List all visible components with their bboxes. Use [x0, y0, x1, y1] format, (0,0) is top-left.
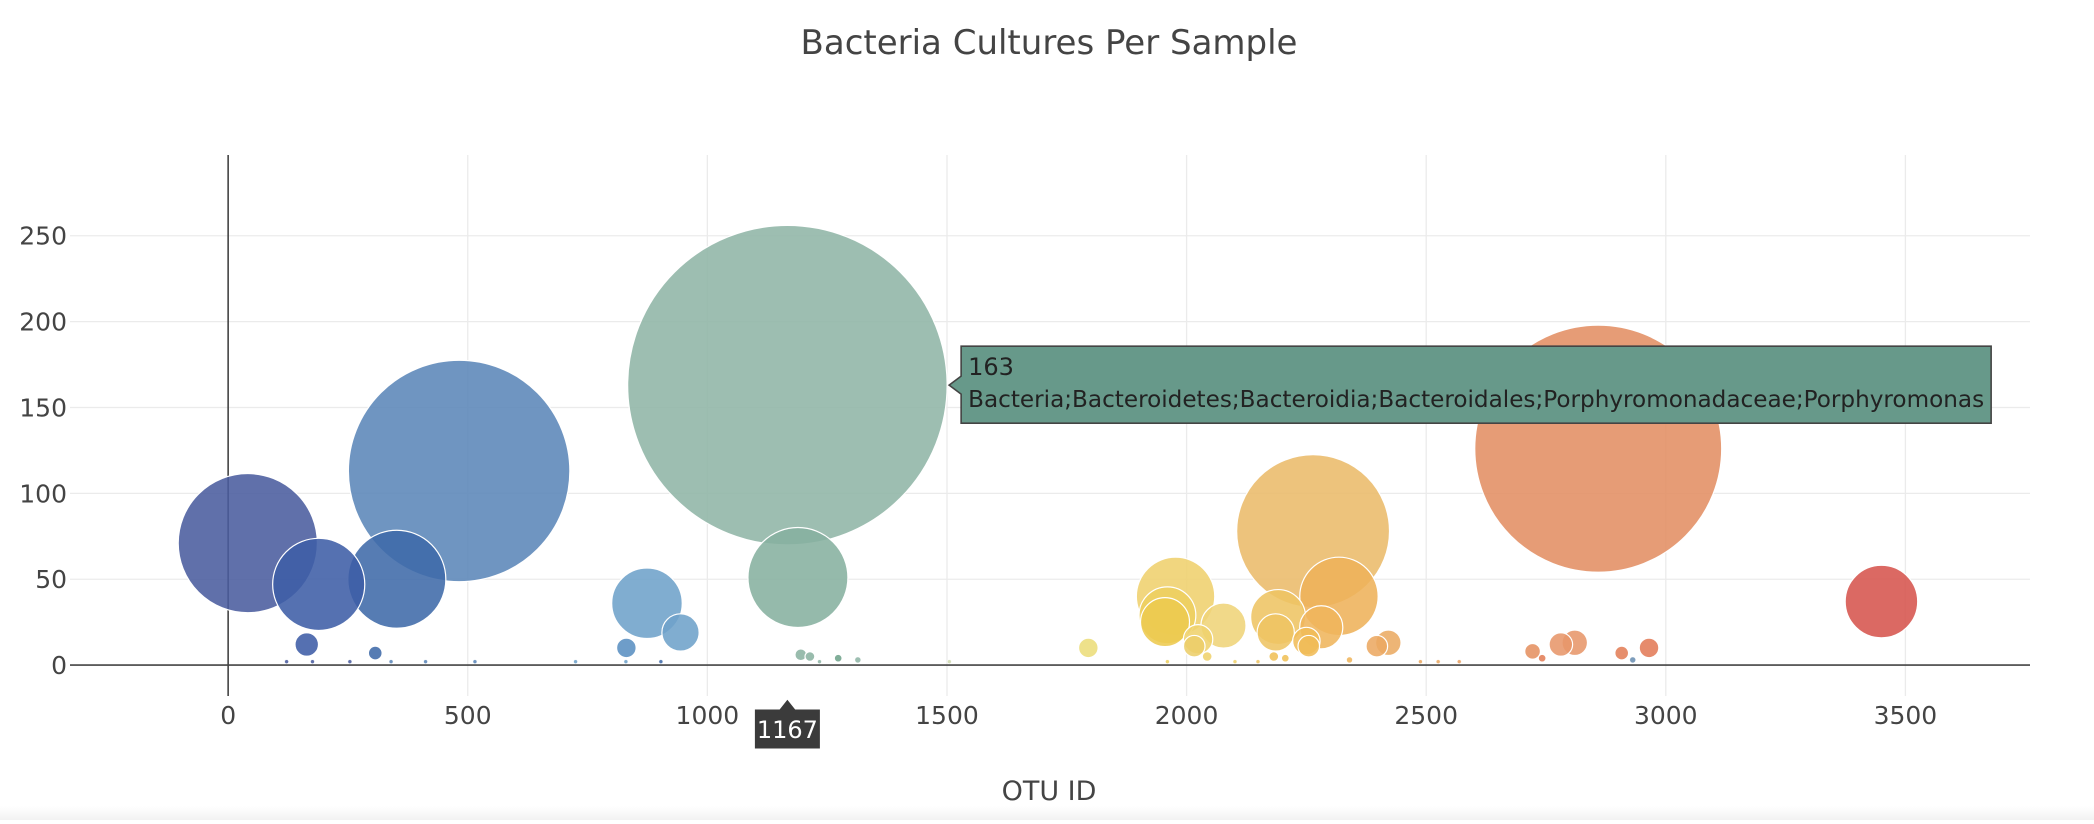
tick-labels: 0 500 1000 1500 2000 2500 3000 3500 0 50 100 150 200… — [19, 222, 1937, 730]
data-bubble[interactable] — [472, 659, 478, 664]
y-tick-label: 0 — [51, 651, 67, 680]
data-bubble[interactable] — [1844, 564, 1919, 639]
x-tick-label: 500 — [444, 701, 492, 730]
data-bubble[interactable] — [1139, 597, 1191, 648]
data-bubble[interactable] — [854, 656, 861, 664]
hover-x-label-box — [753, 698, 821, 750]
y-tick-label: 150 — [19, 393, 67, 422]
data-bubble[interactable] — [1548, 632, 1574, 657]
data-bubble[interactable] — [573, 659, 578, 664]
data-bubble[interactable] — [804, 650, 816, 662]
data-bubble[interactable] — [294, 632, 320, 657]
x-axis-title: OTU ID — [1002, 776, 1097, 807]
data-bubble[interactable] — [1524, 642, 1542, 660]
hover-tooltip: 163 Bacteria;Bacteroidetes;Bacteroidia;Ba… — [753, 345, 1992, 750]
x-tick-label: 3500 — [1874, 701, 1938, 730]
data-bubble[interactable] — [284, 659, 289, 664]
data-bubble[interactable] — [1165, 659, 1170, 664]
data-bubble[interactable] — [1201, 650, 1213, 662]
data-bubble[interactable] — [661, 613, 700, 652]
x-tick-label: 3000 — [1634, 701, 1698, 730]
data-bubble[interactable] — [367, 645, 383, 661]
y-tick-label: 100 — [19, 479, 67, 508]
chart-title: Bacteria Cultures Per Sample — [801, 23, 1298, 63]
data-bubble[interactable] — [1457, 659, 1462, 664]
hover-value: 163 — [968, 353, 1014, 381]
bubbles[interactable] — [177, 224, 1919, 664]
data-bubble[interactable] — [310, 659, 315, 664]
hover-box — [947, 345, 1992, 424]
data-bubble[interactable] — [623, 659, 629, 664]
data-bubble[interactable] — [1418, 659, 1423, 664]
x-tick-label: 2500 — [1394, 701, 1458, 730]
data-bubble[interactable] — [1629, 656, 1636, 664]
hover-text: Bacteria;Bacteroidetes;Bacteroidia;Bacte… — [968, 387, 1984, 413]
data-bubble[interactable] — [1256, 613, 1295, 652]
data-bubble[interactable] — [615, 637, 637, 659]
data-bubble[interactable] — [1346, 656, 1353, 664]
x-tick-label: 2000 — [1155, 701, 1219, 730]
data-bubble[interactable] — [1280, 653, 1290, 663]
data-bubble[interactable] — [817, 659, 822, 664]
data-bubble[interactable] — [1638, 637, 1660, 659]
data-bubble[interactable] — [1232, 659, 1238, 664]
data-bubble[interactable] — [1268, 650, 1280, 662]
data-bubble[interactable] — [388, 659, 394, 664]
hover-x-label: 1167 — [757, 716, 818, 744]
data-bubble[interactable] — [347, 359, 571, 583]
data-bubble[interactable] — [833, 653, 843, 663]
y-tick-label: 50 — [35, 565, 67, 594]
data-bubble[interactable] — [1365, 634, 1389, 658]
x-tick-label: 1500 — [915, 701, 979, 730]
x-tick-label: 1000 — [676, 701, 740, 730]
y-tick-label: 200 — [19, 308, 67, 337]
data-bubble[interactable] — [611, 567, 683, 640]
data-bubble[interactable] — [1614, 645, 1630, 661]
data-bubble[interactable] — [1436, 659, 1441, 664]
data-bubble[interactable] — [947, 659, 952, 664]
bottom-strip — [0, 806, 2094, 820]
data-bubble[interactable] — [1297, 634, 1321, 658]
data-bubble[interactable] — [423, 659, 428, 664]
data-bubble[interactable] — [1255, 659, 1261, 664]
data-bubble[interactable] — [1077, 637, 1099, 659]
data-bubble[interactable] — [272, 537, 366, 632]
data-bubble[interactable] — [627, 224, 948, 546]
data-bubble[interactable] — [658, 659, 664, 664]
data-bubble[interactable] — [1182, 634, 1206, 658]
data-bubble[interactable] — [1537, 653, 1547, 663]
data-bubble[interactable] — [747, 526, 849, 629]
y-tick-label: 250 — [19, 222, 67, 251]
x-tick-label: 0 — [220, 701, 236, 730]
data-bubble[interactable] — [347, 659, 353, 664]
